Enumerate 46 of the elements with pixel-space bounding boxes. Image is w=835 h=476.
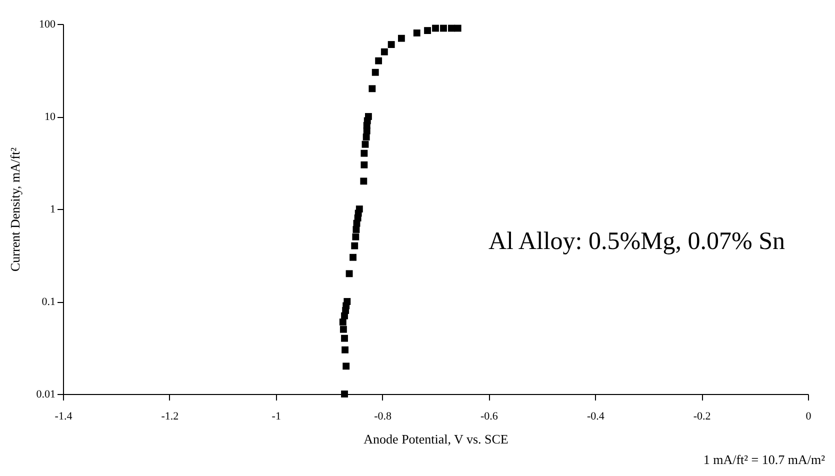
point [346,270,353,278]
y-tick-label: 10 [44,111,56,123]
point [432,24,439,32]
point [352,233,360,240]
text: 1 mA/ft² = 10.7 mA/m² [703,452,825,468]
y-tick-label: 100 [39,18,56,30]
x-tick-label: -0.8 [374,410,392,422]
point [350,254,356,261]
point [339,318,346,326]
x-tick-label: -0.4 [586,410,605,422]
y-axis-title: Current Density, mA/ft² [7,147,22,272]
point [342,362,350,370]
point [356,206,363,212]
point [424,27,431,34]
point [360,150,368,157]
point [360,178,368,185]
point [341,334,348,342]
annotation: Al Alloy: 0.5%Mg, 0.07% Sn [488,228,785,256]
point [364,113,372,120]
point [380,48,388,56]
x-axis-title: Anode Potential, V vs. SCE [364,432,508,446]
point [342,346,348,354]
point [344,298,351,305]
point [362,140,369,148]
point [440,24,447,32]
x-tick-label: -1 [272,410,281,422]
x-tick-label: -0.2 [693,410,711,422]
point [413,30,420,36]
point [352,226,360,233]
point [375,57,382,64]
y-tick-label: 0.01 [36,388,56,400]
point [360,161,368,168]
x-tick-label: -0.6 [480,410,498,422]
point [398,34,405,42]
point [454,24,462,32]
x-tick-label: 0 [806,410,812,422]
x-tick-label: -1.2 [161,410,179,422]
point [388,41,395,48]
point [351,242,358,250]
x-tick-label: -1.4 [54,410,73,422]
y-tick-label: 1 [50,204,56,216]
y-tick-label: 0.1 [42,296,56,308]
point [340,326,347,333]
point [372,68,379,76]
point [341,390,348,398]
point [368,85,376,92]
